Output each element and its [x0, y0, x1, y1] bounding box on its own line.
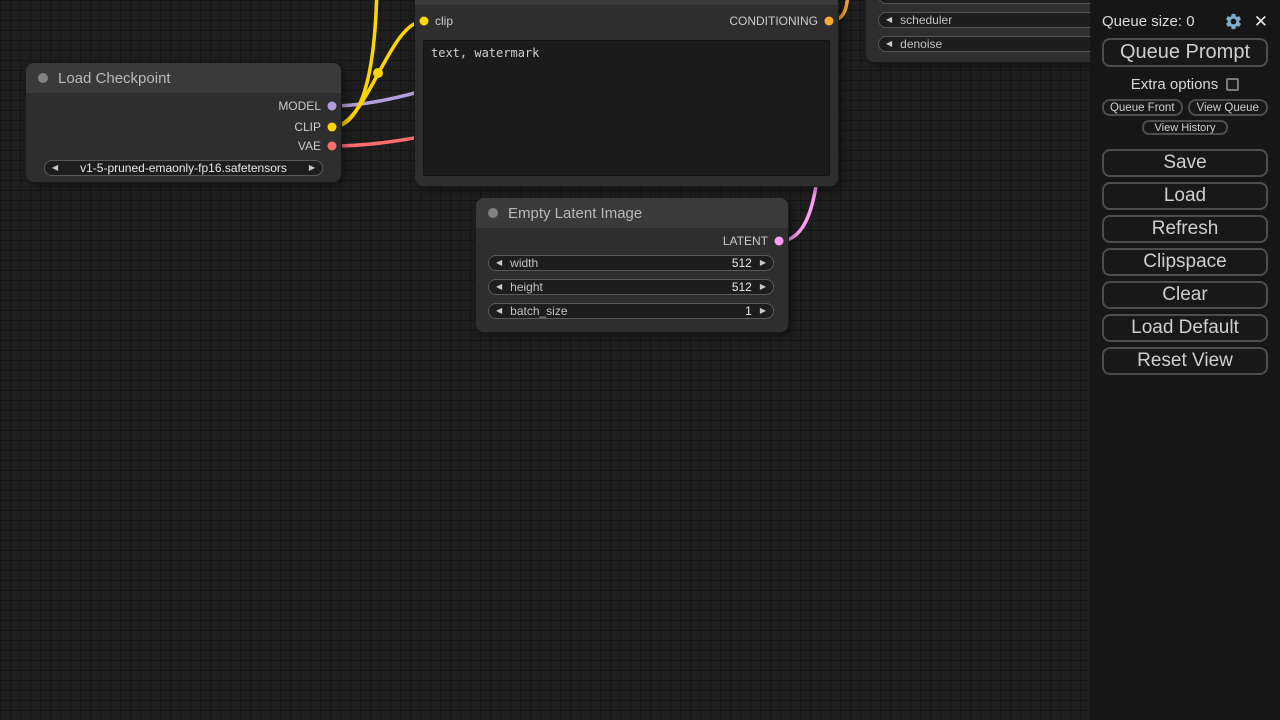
view-queue-button[interactable]: View Queue: [1187, 99, 1268, 116]
view-history-button[interactable]: View History: [1142, 120, 1228, 135]
collapse-dot[interactable]: [38, 73, 48, 83]
settings-gear-icon[interactable]: [1224, 12, 1243, 31]
refresh-button[interactable]: Refresh: [1102, 215, 1268, 243]
cutoff-widget[interactable]: [878, 0, 1090, 4]
widget-name: height: [510, 280, 543, 294]
prev-value-arrow-icon[interactable]: ◀: [886, 39, 893, 48]
widget-name: denoise: [900, 37, 943, 51]
scheduler-widget[interactable]: ◀ scheduler: [878, 12, 1090, 28]
batch-size-widget[interactable]: ◀ batch_size 1 ▶: [488, 303, 774, 319]
width-widget[interactable]: ◀ width 512 ▶: [488, 255, 774, 271]
close-icon[interactable]: ✕: [1253, 11, 1268, 31]
collapse-dot[interactable]: [488, 208, 498, 218]
prev-value-arrow-icon[interactable]: ◀: [496, 282, 503, 291]
widget-value: 512: [731, 280, 752, 294]
next-value-arrow-icon[interactable]: ▶: [759, 282, 766, 291]
node-empty-latent-image[interactable]: Empty Latent Image LATENT ◀ width 512 ▶ …: [476, 198, 788, 332]
queue-size-label: Queue size: 0: [1102, 12, 1195, 30]
prev-value-arrow-icon[interactable]: ◀: [496, 306, 503, 315]
load-default-button[interactable]: Load Default: [1102, 314, 1268, 342]
ckpt-name-value: v1-5-pruned-emaonly-fp16.safetensors: [80, 161, 287, 175]
input-label-clip: clip: [435, 14, 454, 28]
node-title: Load Checkpoint: [58, 69, 171, 87]
queue-prompt-button[interactable]: Queue Prompt: [1102, 38, 1268, 67]
height-widget[interactable]: ◀ height 512 ▶: [488, 279, 774, 295]
clip-input-port[interactable]: [419, 16, 429, 26]
node-load-checkpoint[interactable]: Load Checkpoint MODEL CLIP VAE ◀ v1-5-pr…: [26, 63, 341, 182]
clipspace-button[interactable]: Clipspace: [1102, 248, 1268, 276]
ckpt-name-widget[interactable]: ◀ v1-5-pruned-emaonly-fp16.safetensors ▶: [44, 160, 323, 176]
vae-output-port[interactable]: [327, 141, 337, 151]
link-midpoint-dot[interactable]: [373, 68, 383, 78]
node-title-bar[interactable]: [415, 0, 838, 6]
next-value-arrow-icon[interactable]: ▶: [759, 306, 766, 315]
conditioning-output-port[interactable]: [824, 16, 834, 26]
prompt-textarea[interactable]: text, watermark: [423, 40, 830, 176]
extra-options-label: Extra options: [1130, 75, 1219, 93]
node-title-bar[interactable]: Load Checkpoint: [26, 63, 341, 93]
node-ksampler[interactable]: ◀ scheduler ◀ denoise: [866, 0, 1090, 62]
queue-front-button[interactable]: Queue Front: [1102, 99, 1183, 116]
next-value-arrow-icon[interactable]: ▶: [308, 163, 315, 172]
node-graph-canvas[interactable]: Load Checkpoint MODEL CLIP VAE ◀ v1-5-pr…: [0, 0, 1090, 720]
widget-name: batch_size: [510, 304, 568, 318]
output-label-vae: VAE: [297, 139, 321, 153]
reset-view-button[interactable]: Reset View: [1102, 347, 1268, 375]
node-title-bar[interactable]: Empty Latent Image: [476, 198, 788, 228]
output-label-conditioning: CONDITIONING: [729, 14, 818, 28]
extra-options-checkbox[interactable]: [1226, 77, 1240, 91]
prev-value-arrow-icon[interactable]: ◀: [52, 163, 59, 172]
next-value-arrow-icon[interactable]: ▶: [759, 258, 766, 267]
widget-name: width: [510, 256, 539, 270]
clear-button[interactable]: Clear: [1102, 281, 1268, 309]
output-label-clip: CLIP: [294, 120, 321, 134]
comfy-menu: Queue size: 0 ✕ Queue Prompt Extra optio…: [1090, 0, 1280, 720]
clip-output-port[interactable]: [327, 122, 337, 132]
node-clip-text-encode[interactable]: clip CONDITIONING text, watermark: [415, 0, 838, 186]
latent-output-port[interactable]: [774, 236, 784, 246]
node-title: Empty Latent Image: [508, 204, 643, 222]
prev-value-arrow-icon[interactable]: ◀: [496, 258, 503, 267]
widget-name: scheduler: [900, 13, 953, 27]
output-label-model: MODEL: [278, 99, 321, 113]
load-button[interactable]: Load: [1102, 182, 1268, 210]
widget-value: 1: [745, 304, 752, 318]
output-label-latent: LATENT: [722, 234, 768, 248]
prev-value-arrow-icon[interactable]: ◀: [886, 15, 893, 24]
model-output-port[interactable]: [327, 101, 337, 111]
denoise-widget[interactable]: ◀ denoise: [878, 36, 1090, 52]
widget-value: 512: [731, 256, 752, 270]
save-button[interactable]: Save: [1102, 149, 1268, 177]
